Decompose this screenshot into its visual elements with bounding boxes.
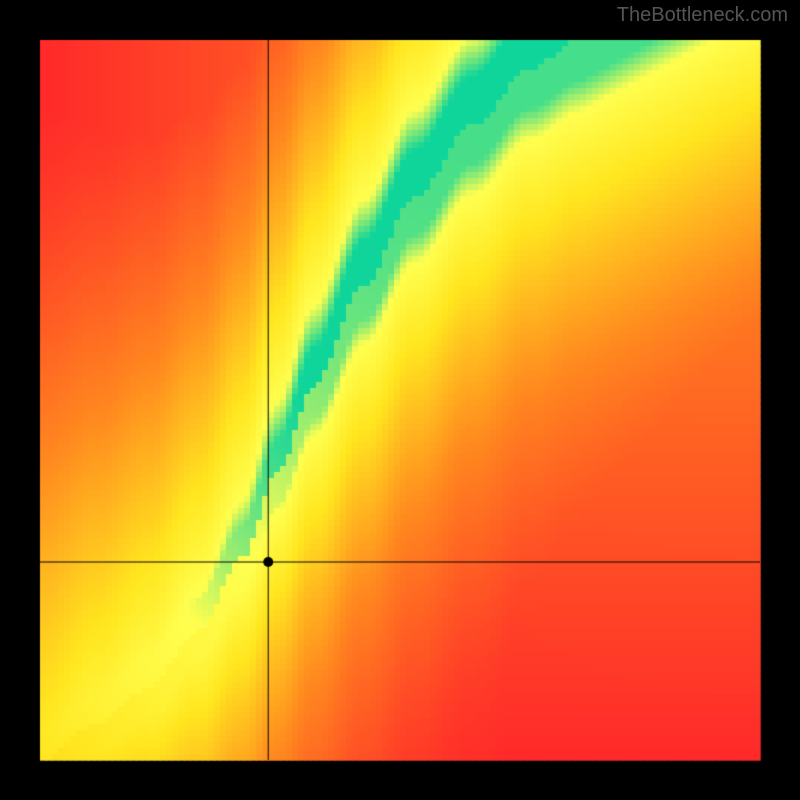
watermark-text: TheBottleneck.com — [617, 4, 788, 27]
bottleneck-heatmap — [0, 0, 800, 800]
